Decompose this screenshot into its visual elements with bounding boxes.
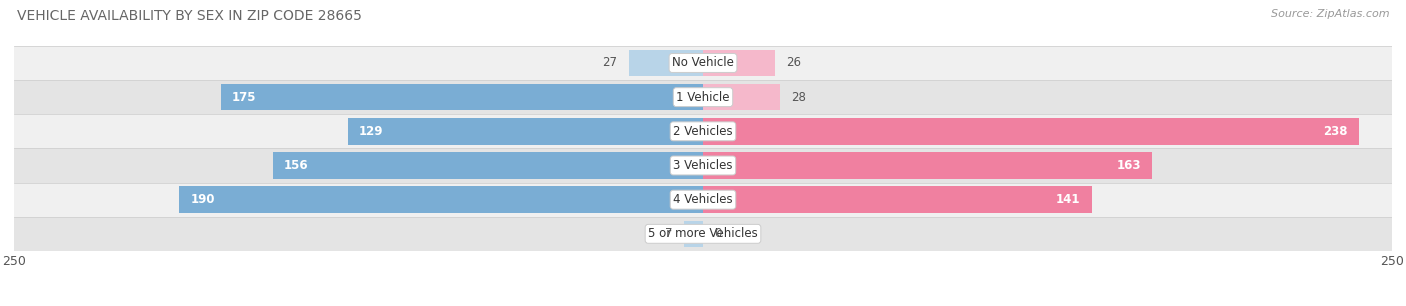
Text: No Vehicle: No Vehicle <box>672 57 734 69</box>
Text: 129: 129 <box>359 125 382 138</box>
Bar <box>14 148 1392 183</box>
Text: 7: 7 <box>665 227 672 240</box>
Text: 27: 27 <box>603 57 617 69</box>
Text: 5 or more Vehicles: 5 or more Vehicles <box>648 227 758 240</box>
Text: 26: 26 <box>786 57 800 69</box>
Text: 4 Vehicles: 4 Vehicles <box>673 193 733 206</box>
Bar <box>347 118 703 145</box>
Bar <box>703 118 1358 145</box>
Text: 1 Vehicle: 1 Vehicle <box>676 91 730 104</box>
Text: 3 Vehicles: 3 Vehicles <box>673 159 733 172</box>
Bar <box>703 186 1091 213</box>
Text: 156: 156 <box>284 159 309 172</box>
Bar <box>703 84 780 110</box>
Bar <box>703 152 1152 179</box>
Bar <box>14 217 1392 251</box>
Text: 175: 175 <box>232 91 256 104</box>
Bar <box>14 80 1392 114</box>
Text: VEHICLE AVAILABILITY BY SEX IN ZIP CODE 28665: VEHICLE AVAILABILITY BY SEX IN ZIP CODE … <box>17 9 361 23</box>
Bar <box>703 50 775 76</box>
Bar <box>273 152 703 179</box>
Text: 2 Vehicles: 2 Vehicles <box>673 125 733 138</box>
Text: Source: ZipAtlas.com: Source: ZipAtlas.com <box>1271 9 1389 19</box>
Text: 238: 238 <box>1323 125 1348 138</box>
Bar <box>628 50 703 76</box>
Text: 0: 0 <box>714 227 721 240</box>
Text: 163: 163 <box>1116 159 1142 172</box>
Text: 28: 28 <box>792 91 806 104</box>
Bar <box>221 84 703 110</box>
Text: 141: 141 <box>1056 193 1081 206</box>
Bar <box>180 186 703 213</box>
Bar <box>14 46 1392 80</box>
Bar <box>14 183 1392 217</box>
Bar <box>14 114 1392 148</box>
Text: 190: 190 <box>190 193 215 206</box>
Bar <box>683 221 703 247</box>
